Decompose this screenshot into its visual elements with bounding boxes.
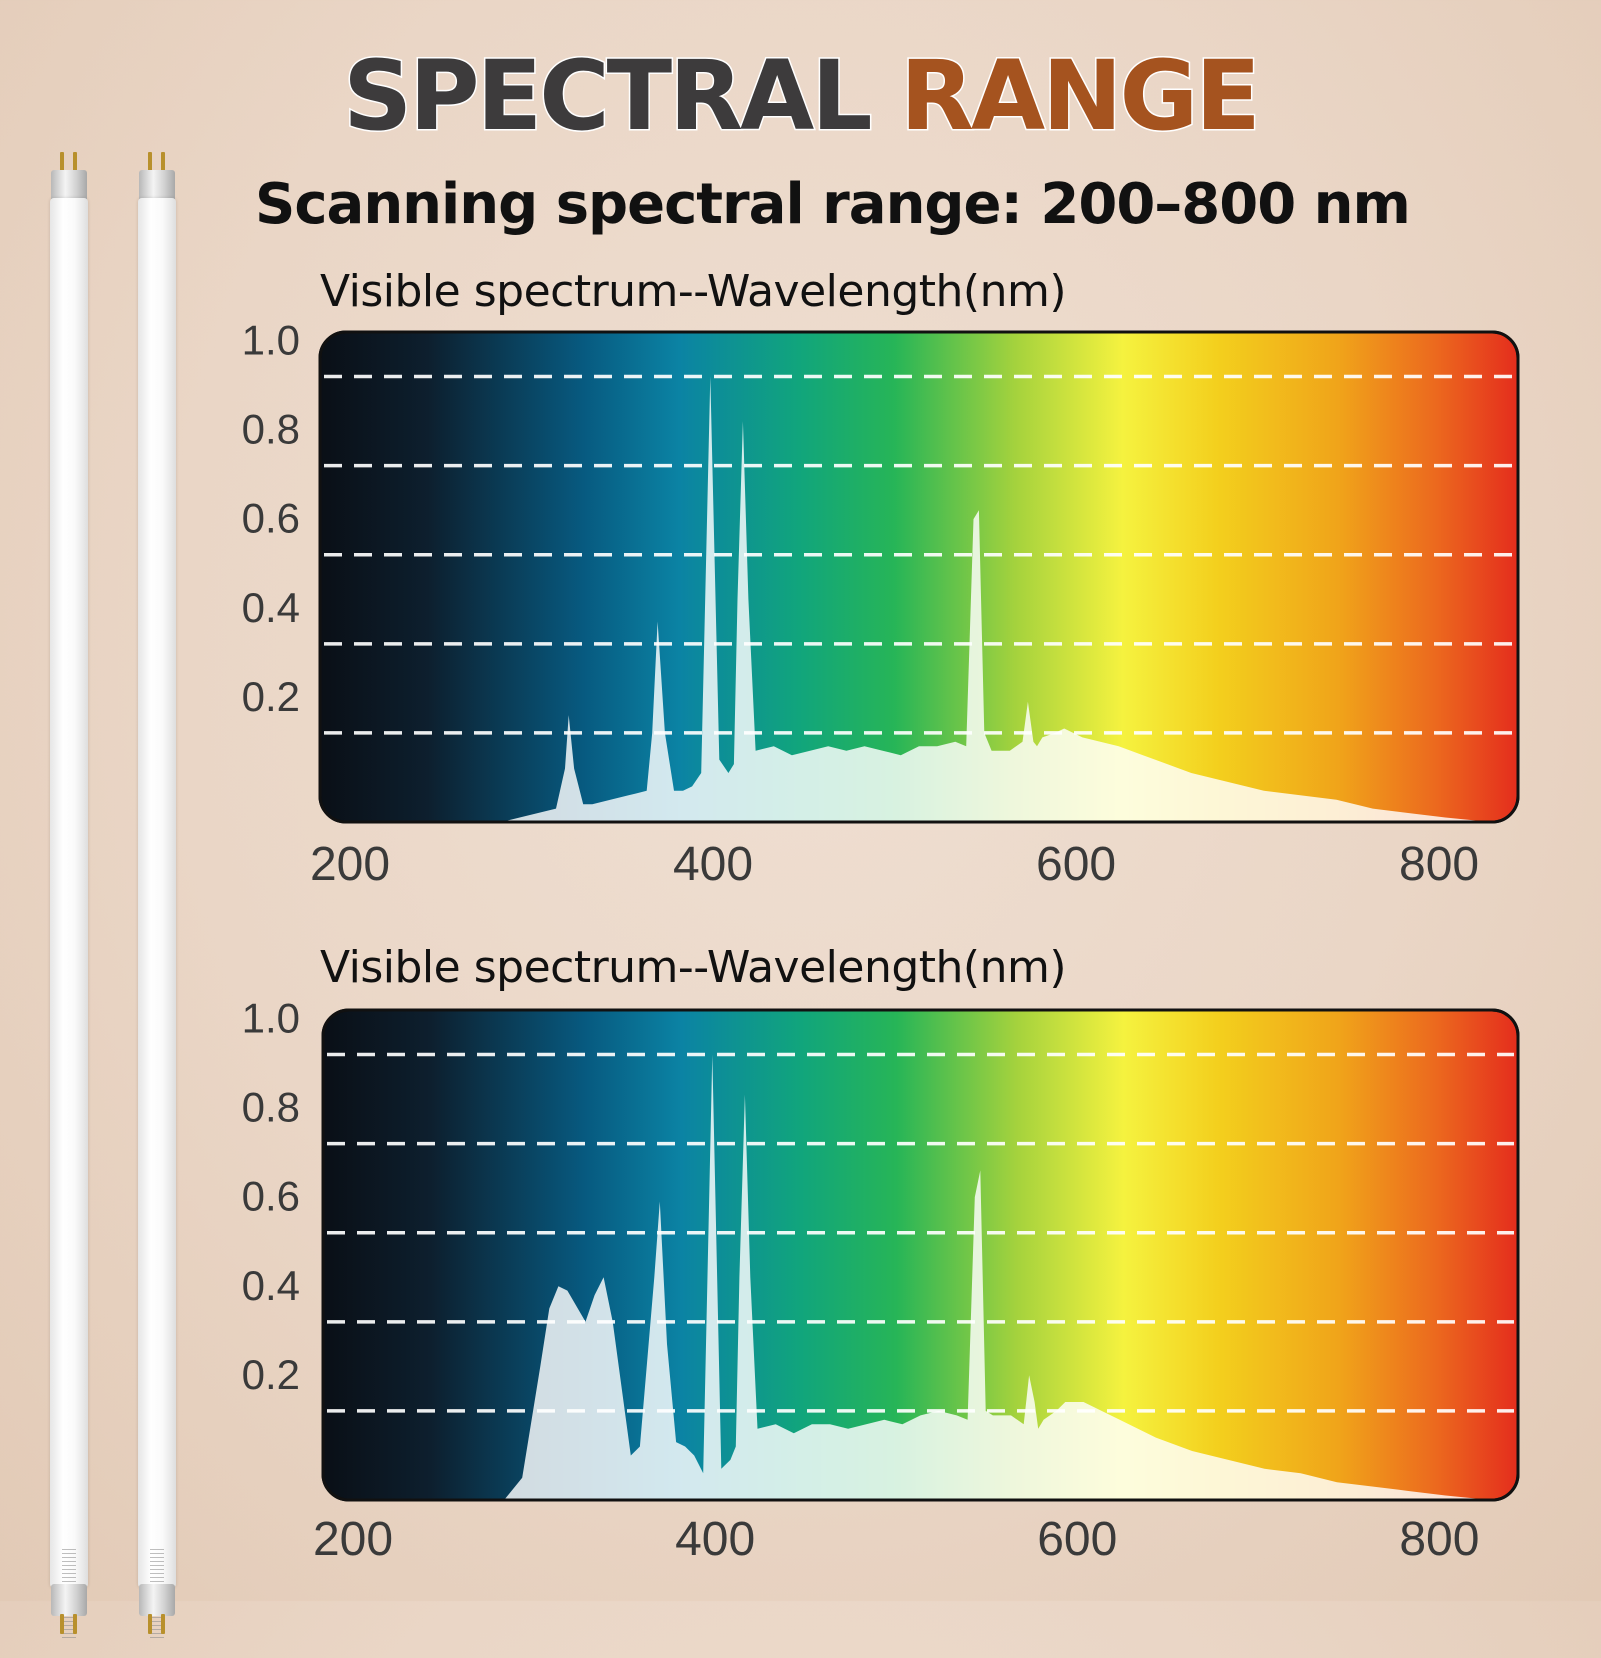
y-tick-label: 0.4 <box>242 584 300 631</box>
page-subtitle: Scanning spectral range: 200–800 nm <box>255 172 1411 237</box>
panel-border <box>321 1008 1520 1502</box>
title-part-spectral: SPECTRAL <box>342 40 874 152</box>
y-tick-label: 0.4 <box>242 1262 300 1309</box>
chart-1-title: Visible spectrum--Wavelength(nm) <box>320 266 1067 317</box>
chart-2: 1.0 0.8 0.6 0.4 0.2 200 400 600 800 <box>242 995 1520 1566</box>
x-tick-label: 600 <box>1037 1513 1117 1566</box>
emission-area <box>323 1054 1491 1500</box>
x-tick-label: 200 <box>313 1513 393 1566</box>
y-tick-label: 0.6 <box>242 495 300 542</box>
x-tick-label: 800 <box>1399 1513 1479 1566</box>
panel-border <box>318 330 1520 824</box>
x-tick-label: 200 <box>310 838 390 891</box>
y-tick-label: 1.0 <box>242 317 300 364</box>
spectrum-charts: 1.0 0.8 0.6 0.4 0.2 200 400 600 800 1.0 0.8 0.6 0.4 0… <box>242 317 1520 1566</box>
x-tick-label: 400 <box>675 1513 755 1566</box>
fluorescent-tube-left <box>50 148 88 1658</box>
x-tick-label: 400 <box>673 838 753 891</box>
chart-1: 1.0 0.8 0.6 0.4 0.2 200 400 600 800 <box>242 317 1520 891</box>
x-tick-label: 600 <box>1036 838 1116 891</box>
x-tick-label: 800 <box>1399 838 1479 891</box>
fluorescent-tube-right <box>138 148 176 1658</box>
y-tick-label: 0.6 <box>242 1173 300 1220</box>
page-title: SPECTRAL RANGE <box>0 47 1601 146</box>
title-part-range: RANGE <box>898 40 1262 152</box>
y-tick-label: 0.2 <box>242 1351 300 1398</box>
y-tick-label: 0.8 <box>242 1084 300 1131</box>
y-tick-label: 0.8 <box>242 406 300 453</box>
y-tick-label: 1.0 <box>242 995 300 1042</box>
y-tick-label: 0.2 <box>242 673 300 720</box>
chart-2-title: Visible spectrum--Wavelength(nm) <box>320 942 1067 993</box>
